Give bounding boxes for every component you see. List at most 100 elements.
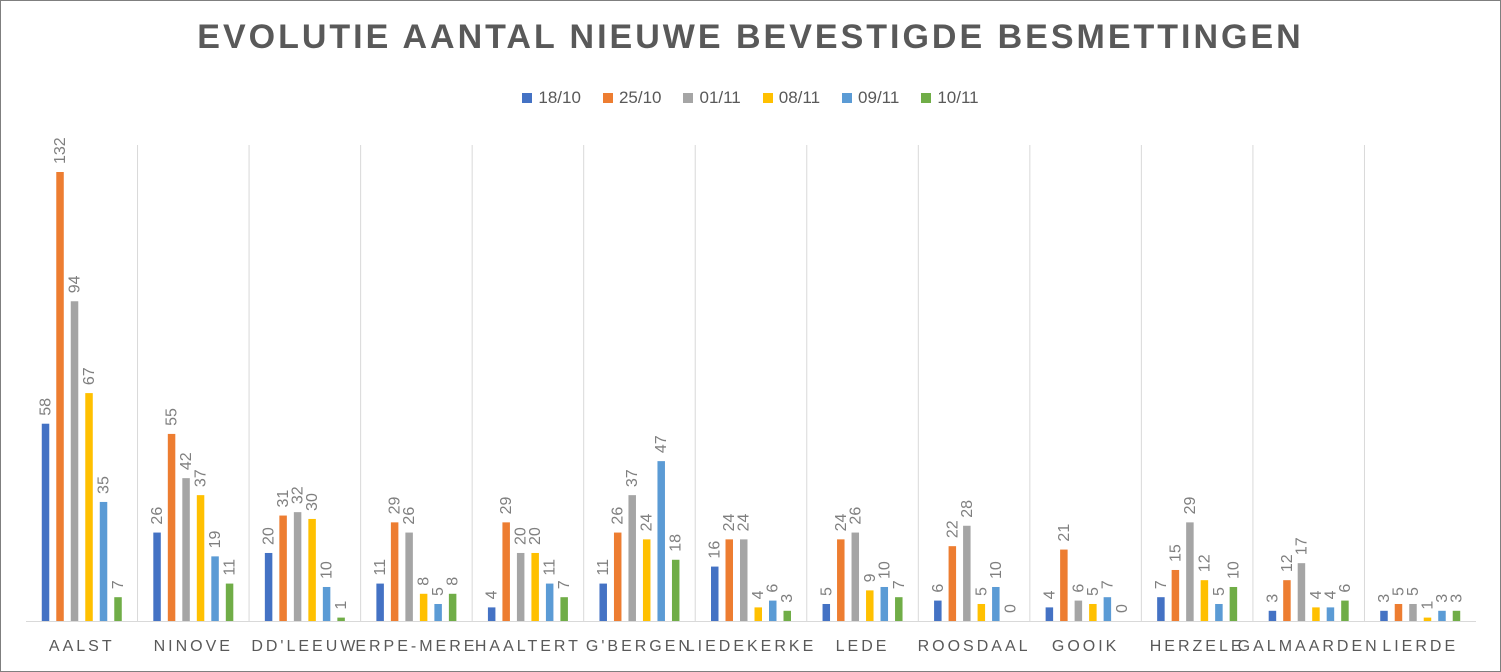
data-label: 10: [319, 561, 336, 579]
bar-18-10-6: [711, 566, 719, 621]
bar-09-11-9: [1103, 597, 1112, 621]
data-label: 17: [1293, 537, 1310, 555]
bar-10-11-11: [1341, 600, 1349, 621]
category-label: NINOVE: [154, 638, 233, 655]
data-label: 3: [1434, 594, 1451, 603]
data-label: 8: [445, 577, 462, 586]
bar-18-10-2: [264, 552, 273, 621]
data-label: 26: [149, 507, 166, 525]
bar-18-10-11: [1268, 610, 1277, 621]
data-label: 19: [207, 530, 224, 548]
data-label: 0: [1002, 604, 1019, 613]
bar-09-11-12: [1438, 610, 1446, 621]
legend-label: 01/11: [699, 88, 741, 107]
data-label: 55: [164, 408, 181, 426]
data-label: 11: [372, 559, 389, 576]
legend-item-5: 10/11: [921, 88, 979, 108]
data-label: 9: [862, 573, 879, 582]
bar-25-10-2: [279, 515, 287, 621]
legend-swatch: [683, 93, 694, 103]
bar-09-11-5: [657, 461, 665, 621]
data-label: 20: [513, 527, 530, 545]
data-label: 47: [653, 435, 670, 453]
data-label: 24: [833, 513, 850, 531]
data-label: 7: [110, 580, 127, 589]
data-label: 11: [595, 559, 612, 576]
data-label: 35: [96, 476, 113, 494]
data-label: 58: [38, 398, 55, 416]
data-label: 132: [52, 137, 69, 164]
bar-18-10-9: [1045, 607, 1054, 621]
data-label: 7: [891, 580, 908, 589]
bar-01-11-1: [182, 478, 190, 621]
bar-10-11-5: [671, 559, 680, 621]
bar-18-10-12: [1380, 610, 1388, 621]
bar-10-11-6: [783, 610, 791, 621]
data-label: 12: [1196, 554, 1213, 572]
data-label: 3: [779, 594, 796, 603]
bar-10-11-12: [1452, 610, 1461, 621]
bar-25-10-5: [613, 532, 622, 621]
bar-10-11-10: [1229, 586, 1238, 621]
data-label: 24: [639, 513, 656, 531]
bar-18-10-4: [487, 607, 496, 621]
bar-09-11-1: [211, 556, 219, 621]
legend-label: 25/10: [618, 88, 662, 107]
bar-25-10-9: [1060, 549, 1068, 621]
data-label: 6: [1070, 584, 1087, 593]
bar-25-10-11: [1283, 580, 1291, 621]
bar-09-11-6: [769, 600, 777, 621]
data-label: 5: [1405, 587, 1422, 596]
bar-01-11-6: [740, 539, 748, 621]
data-label: 37: [624, 469, 641, 487]
data-label: 18: [668, 534, 685, 552]
data-label: 1: [333, 601, 350, 610]
bar-25-10-8: [948, 546, 957, 621]
data-label: 26: [401, 507, 418, 525]
data-label: 24: [721, 513, 738, 531]
data-label: 3: [1376, 594, 1393, 603]
bar-08-11-10: [1200, 580, 1209, 621]
bar-08-11-4: [531, 552, 539, 621]
data-label: 37: [193, 469, 210, 487]
category-label: LIEDEKERKE: [686, 638, 816, 655]
data-label: 0: [1114, 604, 1131, 613]
data-label: 8: [416, 577, 433, 586]
data-label: 11: [542, 559, 559, 576]
legend-swatch: [762, 93, 773, 103]
bar-25-10-0: [56, 172, 64, 621]
chart-title: EVOLUTIE AANTAL NIEUWE BEVESTIGDE BESMET…: [197, 18, 1304, 56]
data-label: 26: [610, 507, 627, 525]
bar-25-10-3: [390, 522, 399, 621]
data-label: 3: [1448, 594, 1465, 603]
legend-label: 18/10: [538, 88, 581, 107]
data-label: 1: [1419, 601, 1436, 610]
data-label: 3: [1264, 594, 1281, 603]
bar-01-11-5: [628, 495, 636, 621]
bar-01-11-3: [405, 532, 413, 621]
bar-25-10-7: [837, 539, 845, 621]
bar-08-11-3: [419, 593, 428, 621]
data-label: 6: [1337, 584, 1354, 593]
bar-25-10-4: [502, 522, 510, 621]
bar-09-11-7: [880, 586, 889, 621]
data-label: 30: [304, 493, 321, 511]
data-label: 4: [1322, 590, 1339, 599]
data-label: 5: [1085, 587, 1102, 596]
bar-18-10-3: [376, 583, 384, 621]
category-label: ROOSDAAL: [918, 638, 1031, 655]
chart-legend: 18/10 25/10 01/11 08/11 09/11 10/11: [0, 88, 1501, 108]
data-label: 10: [1225, 561, 1242, 579]
data-label: 6: [930, 584, 947, 593]
data-label: 42: [178, 452, 195, 470]
data-label: 21: [1056, 524, 1073, 542]
legend-swatch: [602, 93, 613, 103]
category-label: HERZELE: [1150, 638, 1245, 655]
bar-10-11-3: [448, 593, 457, 621]
bar-09-11-3: [434, 603, 442, 621]
data-label: 12: [1279, 554, 1296, 572]
data-label: 29: [498, 496, 515, 514]
data-label: 5: [1390, 587, 1407, 596]
bar-01-11-4: [516, 552, 525, 621]
